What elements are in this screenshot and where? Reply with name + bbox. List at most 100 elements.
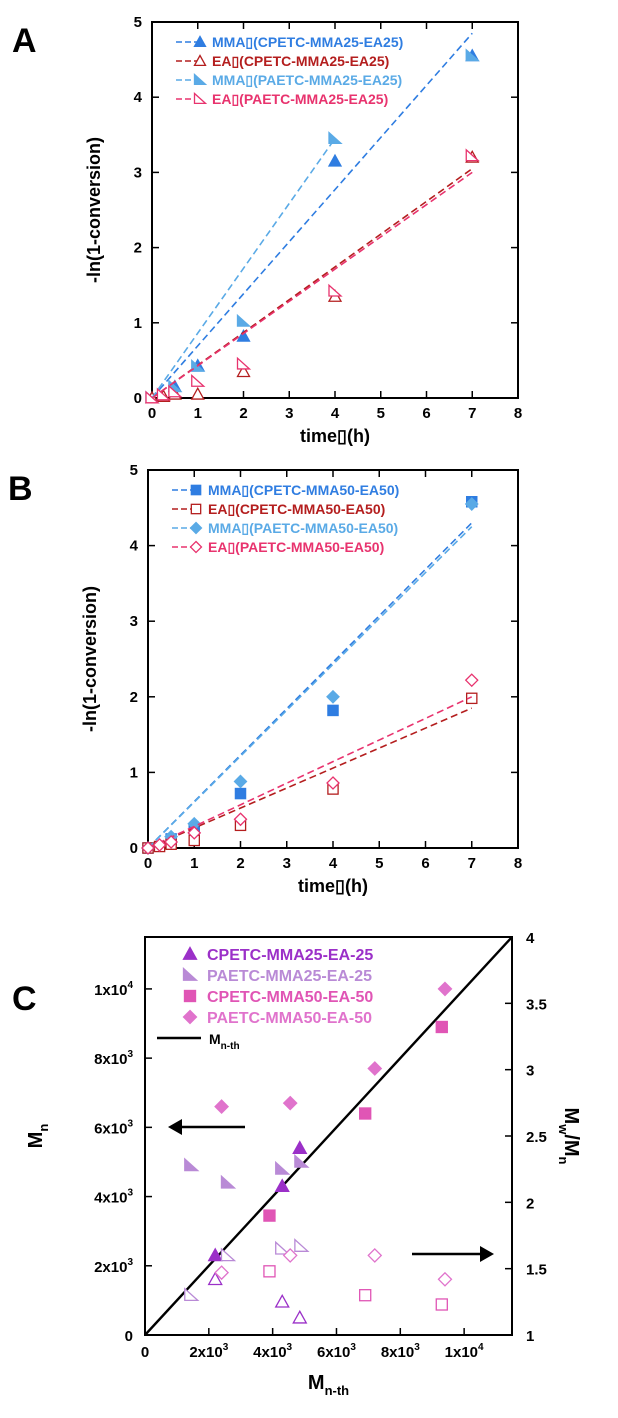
y-tick-label: 4 — [134, 89, 143, 106]
mn-point — [435, 1020, 448, 1034]
legend: MMA▯(CPETC-MMA50-EA50) EA▯(CPETC-MMA50-EA… — [172, 482, 399, 555]
y-tick-label: 3 — [134, 164, 142, 181]
mn-point — [263, 1209, 276, 1222]
legend-label: PAETC-MMA25-EA-25 — [207, 968, 372, 985]
legend-marker — [193, 92, 208, 105]
y-tick-label: 0 — [134, 390, 142, 407]
legend-label: MMA▯(CPETC-MMA25-EA25) — [212, 34, 403, 50]
mn-point — [437, 981, 453, 997]
data-point — [145, 390, 160, 404]
tick-mantissa: 2x10 — [94, 1259, 127, 1276]
tick-mantissa: 2x10 — [189, 1344, 222, 1361]
mn-point — [282, 1095, 298, 1111]
chart-panel-a: A 0 1 2 3 4 5 6 7 8 0 1 2 3 4 5 time▯(h) -ln(1-conversion… — [12, 14, 522, 446]
fit-line — [151, 32, 473, 399]
series-2 — [263, 1020, 448, 1311]
x-tick-label: 8x103 — [381, 1342, 420, 1361]
data-point — [465, 148, 480, 162]
data-point — [326, 689, 340, 704]
y2-tick-label: 3.5 — [526, 996, 547, 1013]
tick-mantissa: 6x10 — [317, 1344, 350, 1361]
tick-exponent: 3 — [127, 1118, 133, 1129]
tick-exponent: 4 — [478, 1342, 484, 1353]
legend-marker — [193, 54, 207, 67]
data-point — [236, 313, 252, 327]
chart-panel-b: B 0 1 2 3 4 5 6 7 8 0 1 2 3 4 5 time▯(h) -ln(1-conversion… — [8, 462, 522, 896]
tick-mantissa: 8x10 — [94, 1051, 127, 1068]
dispersity-point — [274, 1293, 290, 1308]
y2-tick-label: 4 — [526, 930, 535, 947]
dispersity-point — [294, 1238, 310, 1252]
legend-marker — [182, 967, 199, 981]
x-tick-label: 6 — [422, 405, 430, 422]
dispersity-point — [275, 1240, 291, 1255]
x-tick-label: 1 — [190, 855, 198, 872]
x-axis-label-main: M — [308, 1372, 325, 1394]
mn-point — [184, 1157, 200, 1172]
dispersity-point — [214, 1265, 230, 1281]
data-point — [168, 384, 183, 398]
mn-point — [214, 1099, 230, 1115]
x-tick-label: 8 — [514, 855, 522, 872]
tick-exponent: 3 — [223, 1342, 229, 1353]
y-tick-label: 2x103 — [94, 1257, 133, 1276]
dispersity-point — [437, 1271, 453, 1287]
legend-marker — [182, 1009, 198, 1025]
y2-axis-label-sub: w — [556, 1123, 571, 1135]
y-tick-label: 0 — [130, 840, 138, 857]
y-tick-label: 2 — [134, 240, 142, 257]
y-tick-label: 4 — [130, 538, 139, 555]
y-tick-label: 6x103 — [94, 1118, 133, 1137]
legend: CPETC-MMA25-EA-25 PAETC-MMA25-EA-25 CPETC-… — [157, 946, 373, 1052]
legend-label: CPETC-MMA25-EA-25 — [207, 947, 373, 964]
mn-th-line — [144, 936, 513, 1336]
x-tick-label: 2 — [236, 855, 244, 872]
y-tick-label: 2 — [130, 689, 138, 706]
legend-marker — [182, 946, 198, 960]
x-tick-label: 8 — [514, 405, 522, 422]
panel-letter: C — [12, 980, 37, 1018]
legend-label: EA▯(CPETC-MMA25-EA25) — [212, 53, 389, 69]
x-tick-label: 5 — [377, 405, 385, 422]
y-axis-label-main: M — [25, 1132, 47, 1149]
y-axis-label: Mn — [25, 1124, 51, 1149]
series-1 — [184, 1153, 310, 1302]
x-tick-label: 4 — [329, 855, 338, 872]
left-arrow-icon — [168, 1119, 182, 1135]
legend-label: PAETC-MMA50-EA-50 — [207, 1010, 372, 1027]
y-axis-label: -ln(1-conversion) — [80, 586, 100, 732]
tick-exponent: 3 — [350, 1342, 356, 1353]
data-point — [152, 838, 167, 852]
x-tick-label: 7 — [468, 405, 476, 422]
series-3 — [141, 673, 479, 855]
data-point — [464, 673, 479, 688]
legend-label: EA▯(CPETC-MMA50-EA50) — [208, 501, 385, 517]
legend-marker — [183, 989, 197, 1003]
tick-exponent: 4 — [127, 980, 133, 991]
dispersity-point — [292, 1309, 308, 1324]
data-point — [465, 48, 480, 62]
data-point — [156, 387, 172, 401]
mn-point — [275, 1160, 291, 1175]
data-point — [327, 153, 343, 167]
mn-point — [220, 1174, 237, 1189]
fit-line — [147, 526, 473, 849]
y2-tick-label: 3 — [526, 1063, 534, 1080]
axis-arrows — [168, 1119, 494, 1262]
dispersity-point — [184, 1287, 200, 1302]
fit-line — [147, 707, 473, 849]
legend-marker — [189, 521, 203, 535]
y2-axis-label: Mw/Mn — [556, 1108, 582, 1165]
data-point — [141, 841, 155, 855]
data-point — [164, 835, 179, 849]
data-point — [326, 776, 340, 790]
dispersity-point — [220, 1247, 237, 1262]
legend-label: MMA▯(CPETC-MMA50-EA50) — [208, 482, 399, 498]
tick-mantissa: 4x10 — [94, 1190, 127, 1207]
x-axis-label: time▯(h) — [300, 426, 370, 446]
legend-label: EA▯(PAETC-MMA50-EA50) — [208, 539, 384, 555]
y2-tick-label: 1 — [526, 1328, 534, 1345]
y-tick-label: 5 — [134, 14, 142, 31]
legend-label-main: M — [209, 1031, 221, 1047]
legend-label: MMA▯(PAETC-MMA25-EA25) — [212, 72, 402, 88]
